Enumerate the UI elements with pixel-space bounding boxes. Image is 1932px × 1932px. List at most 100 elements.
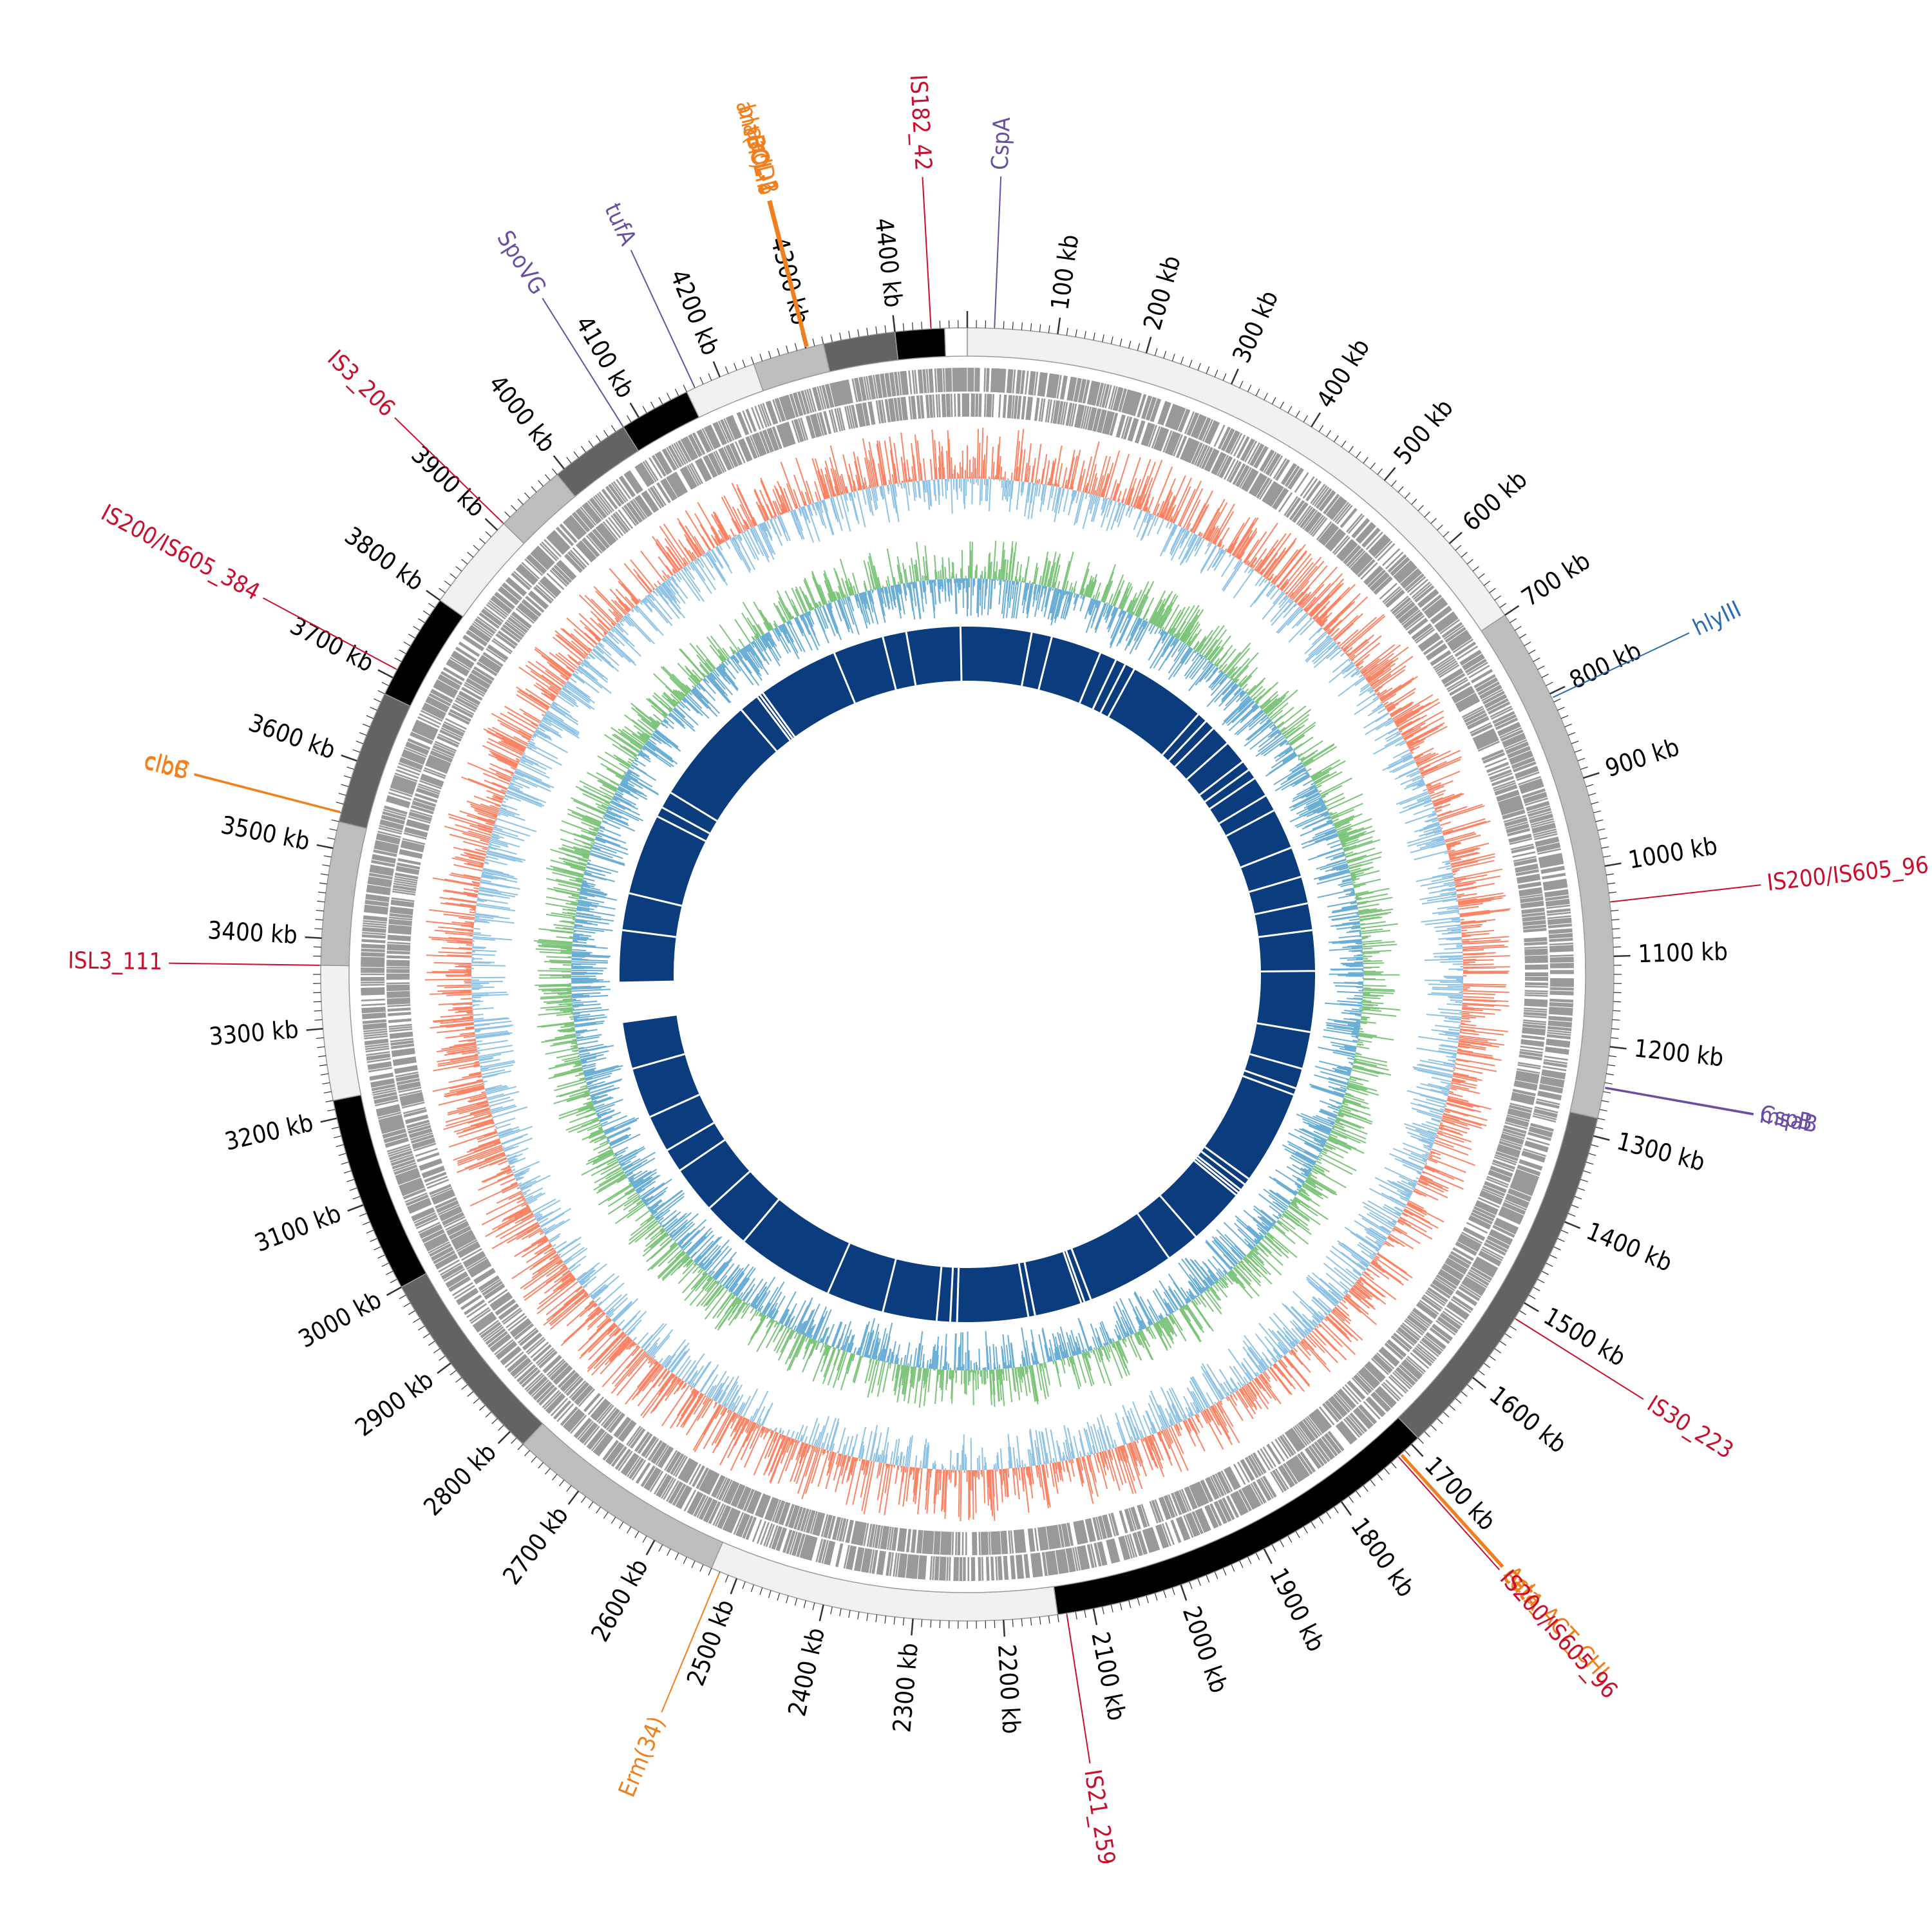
annotation-leader-line — [194, 774, 341, 813]
minor-tick — [338, 793, 346, 796]
minor-tick — [1611, 1037, 1619, 1039]
minor-tick — [1461, 552, 1468, 558]
annotation-label: IS30_223 — [1642, 1390, 1738, 1464]
minor-tick — [1197, 363, 1201, 371]
minor-tick — [318, 891, 327, 894]
minor-tick — [611, 425, 616, 432]
minor-tick — [1599, 1109, 1607, 1112]
minor-tick — [377, 690, 385, 694]
minor-tick — [403, 641, 411, 647]
minor-tick — [683, 1557, 687, 1564]
minor-tick — [1499, 1340, 1507, 1346]
contig-segment-9 — [320, 965, 362, 1101]
annotation-label: Erm(34) — [614, 1712, 670, 1801]
minor-tick — [1390, 1462, 1397, 1469]
contig-segment-19 — [822, 331, 899, 372]
minor-tick — [596, 435, 601, 442]
annotation-leader-line — [1515, 1318, 1644, 1400]
minor-tick — [1348, 446, 1354, 453]
major-tick — [497, 1431, 511, 1444]
tick-label: 3300 kb — [208, 1015, 300, 1051]
minor-tick — [642, 1535, 647, 1543]
major-tick — [1092, 1608, 1098, 1625]
minor-tick — [1546, 1262, 1553, 1267]
minor-tick — [473, 1397, 480, 1404]
minor-tick — [650, 401, 655, 409]
minor-tick — [355, 741, 364, 744]
gc-content-track — [424, 428, 1511, 1522]
minor-tick — [777, 348, 781, 356]
minor-tick — [1341, 440, 1347, 448]
minor-tick — [545, 474, 551, 481]
minor-tick — [370, 1238, 377, 1242]
minor-tick — [708, 373, 712, 381]
minor-tick — [551, 468, 558, 475]
tick-label: 400 kb — [1311, 334, 1376, 413]
major-tick — [1593, 1135, 1610, 1141]
minor-tick — [1499, 603, 1507, 609]
major-tick — [1340, 1501, 1352, 1516]
annotation-label: CspA — [987, 117, 1016, 171]
minor-tick — [1489, 588, 1496, 594]
minor-tick — [1546, 681, 1553, 687]
major-tick — [1549, 685, 1566, 695]
minor-tick — [1333, 435, 1339, 442]
minor-tick — [588, 1501, 594, 1508]
minor-tick — [1417, 1437, 1424, 1444]
minor-tick — [559, 1479, 565, 1486]
major-tick — [892, 315, 896, 332]
minor-tick — [1214, 370, 1218, 377]
tick-label: 4200 kb — [665, 265, 725, 359]
minor-tick — [343, 1170, 352, 1174]
annotation-leader-line — [1401, 1454, 1504, 1567]
minor-tick — [374, 698, 381, 703]
tick-label: 3500 kb — [219, 810, 312, 855]
minor-tick — [1280, 401, 1284, 409]
minor-tick — [359, 732, 367, 736]
minor-tick — [467, 1391, 474, 1397]
minor-tick — [1370, 462, 1376, 469]
minor-tick — [479, 1405, 486, 1411]
tick-label: 3100 kb — [251, 1199, 345, 1258]
minor-tick — [1066, 327, 1068, 336]
minor-tick — [538, 480, 544, 487]
minor-tick — [322, 864, 330, 867]
minor-tick — [1206, 1575, 1210, 1583]
minor-tick — [1318, 425, 1324, 432]
minor-tick — [1519, 1310, 1527, 1315]
minor-tick — [320, 873, 329, 876]
contig-segment-10 — [320, 820, 368, 967]
annotation-leader-line — [262, 597, 397, 670]
tick-label: 2200 kb — [992, 1643, 1026, 1735]
minor-tick — [491, 1418, 498, 1425]
tick-label: 4400 kb — [869, 216, 907, 308]
minor-tick — [455, 1377, 462, 1383]
minor-tick — [1180, 356, 1184, 365]
minor-tick — [323, 855, 332, 858]
minor-tick — [551, 1473, 558, 1481]
minor-tick — [566, 1485, 572, 1492]
minor-tick — [1119, 1602, 1122, 1611]
major-tick — [1003, 1620, 1006, 1637]
minor-tick — [777, 1593, 781, 1601]
minor-tick — [336, 1144, 344, 1148]
cds-reverse-strand — [386, 393, 1549, 1556]
minor-tick — [627, 1526, 632, 1534]
minor-tick — [327, 1109, 336, 1112]
minor-tick — [531, 1456, 537, 1463]
minor-tick — [363, 1221, 370, 1226]
minor-tick — [1514, 625, 1522, 631]
minor-tick — [667, 1548, 671, 1556]
minor-tick — [450, 1370, 457, 1376]
gc-content-below-average — [471, 478, 1464, 1471]
major-tick — [1583, 772, 1600, 779]
major-tick — [1524, 1302, 1539, 1312]
minor-tick — [433, 1348, 440, 1354]
major-tick — [1448, 531, 1463, 544]
minor-tick — [1557, 1238, 1565, 1242]
tick-label: 1400 kb — [1582, 1217, 1676, 1277]
contig-segment-20 — [894, 327, 947, 361]
annotation-leader-line — [1605, 1087, 1754, 1115]
minor-tick — [875, 326, 878, 334]
minor-tick — [1295, 1531, 1300, 1539]
